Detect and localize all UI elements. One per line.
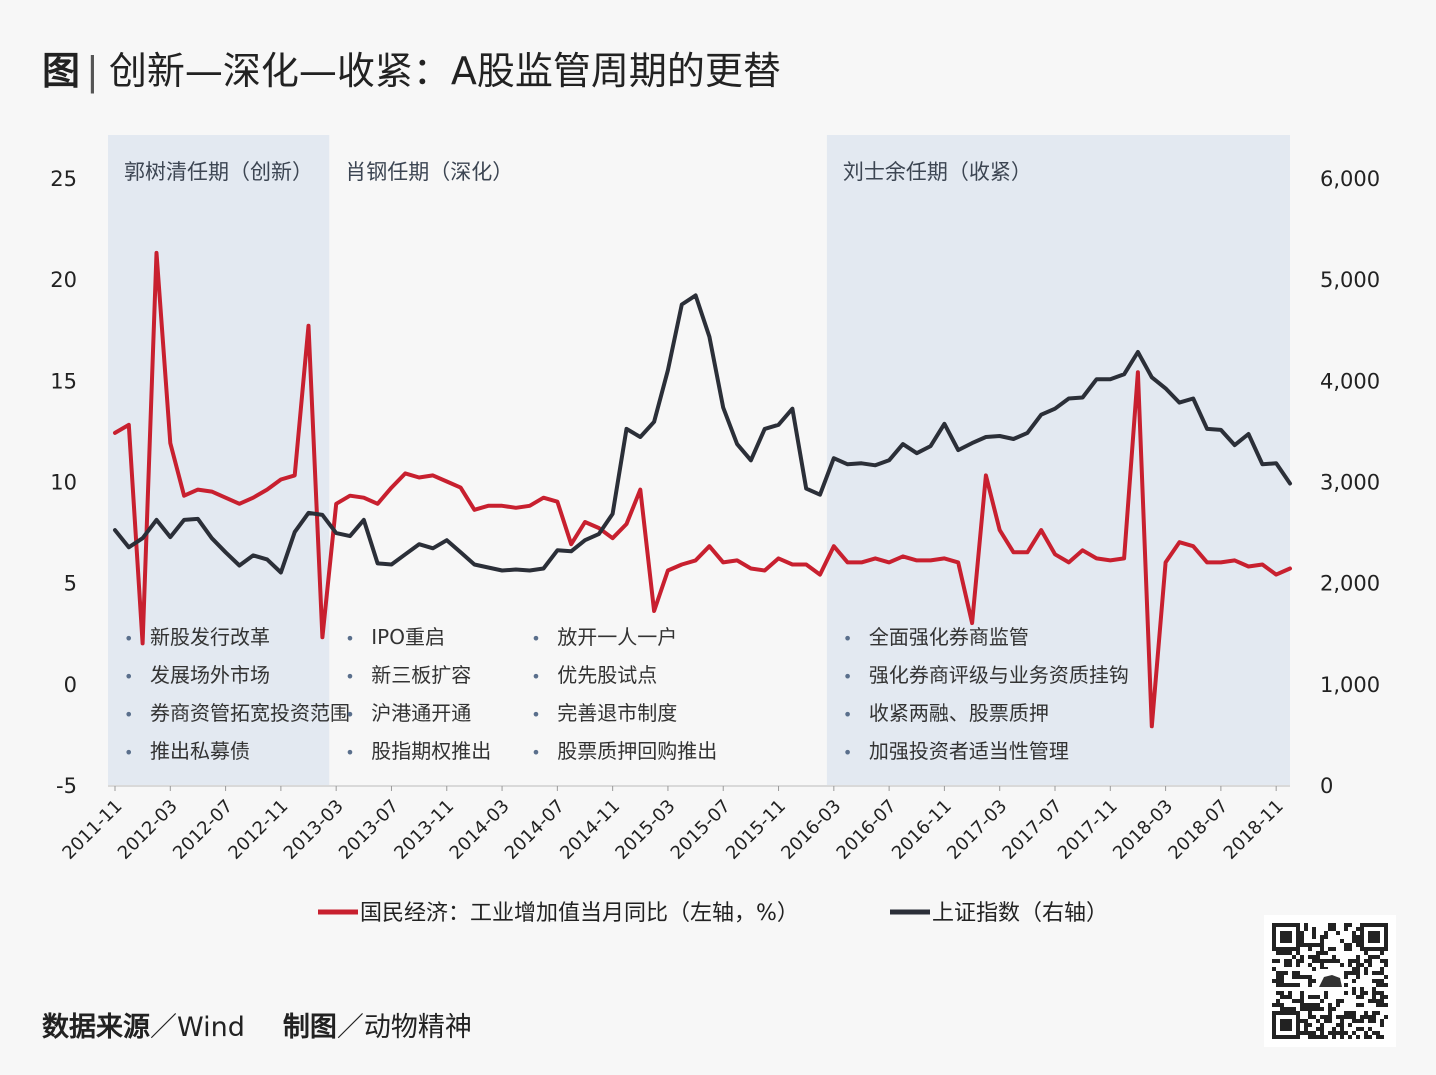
bullet-dot: •	[345, 705, 354, 724]
bullet-dot: •	[345, 629, 354, 648]
page-title: 图 | 创新—深化—收紧：A股监管周期的更替	[42, 40, 781, 95]
x-tick-label: 2015-07	[667, 796, 735, 864]
y-left-tick-label: -5	[56, 774, 77, 798]
bullet-dot: •	[124, 667, 133, 686]
period-shade	[108, 135, 330, 785]
title-text: 创新—深化—收紧：A股监管周期的更替	[108, 49, 781, 93]
period-item: 全面强化券商监管	[869, 625, 1029, 649]
period-item: 券商资管拓宽投资范围	[150, 701, 350, 725]
bullet-dot: •	[124, 743, 133, 762]
y-left-tick-label: 10	[50, 471, 77, 495]
bullet-dot: •	[843, 705, 852, 724]
period-item: 推出私募债	[150, 739, 250, 763]
y-left-tick-label: 25	[50, 167, 77, 191]
x-tick-label: 2017-07	[998, 796, 1066, 864]
period-item: 完善退市制度	[557, 701, 677, 725]
title-separator: |	[86, 49, 99, 93]
source-label: 数据来源	[42, 1012, 150, 1043]
x-tick-label: 2013-11	[390, 796, 458, 864]
period-item: 沪港通开通	[371, 701, 471, 725]
x-tick-label: 2015-03	[611, 796, 679, 864]
period-label: 郭树清任期（创新）	[124, 160, 313, 184]
bullet-dot: •	[345, 667, 354, 686]
period-item: 新三板扩容	[371, 663, 471, 687]
maker-value: ／动物精神	[336, 1012, 472, 1043]
bullet-dot: •	[843, 629, 852, 648]
source-value: ／Wind	[150, 1012, 245, 1043]
x-tick-label: 2011-11	[58, 796, 126, 864]
y-right-tick-label: 3,000	[1320, 471, 1380, 495]
period-item: 新股发行改革	[150, 625, 270, 649]
y-left-tick-label: 20	[50, 268, 77, 292]
x-tick-label: 2018-07	[1164, 796, 1232, 864]
y-left-tick-label: 5	[64, 572, 77, 596]
x-tick-label: 2017-03	[943, 796, 1011, 864]
x-tick-label: 2018-11	[1220, 796, 1288, 864]
x-tick-label: 2014-03	[446, 796, 514, 864]
bullet-dot: •	[843, 667, 852, 686]
series-line-shanghai-index	[113, 293, 1292, 575]
y-right-tick-label: 4,000	[1320, 369, 1380, 393]
series-line-industrial-output	[113, 250, 1292, 729]
period-item: IPO重启	[371, 625, 445, 649]
period-item: 放开一人一户	[557, 625, 677, 649]
y-right-tick-label: 5,000	[1320, 268, 1380, 292]
period-item: 股票质押回购推出	[557, 739, 717, 763]
bullet-dot: •	[345, 743, 354, 762]
x-tick-label: 2012-11	[224, 796, 292, 864]
x-tick-label: 2012-03	[114, 796, 182, 864]
x-tick-label: 2016-07	[833, 796, 901, 864]
period-item: 收紧两融、股票质押	[869, 701, 1049, 725]
title-prefix: 图	[42, 49, 81, 93]
bullet-dot: •	[531, 629, 540, 648]
bullet-dot: •	[531, 743, 540, 762]
y-left-tick-label: 0	[64, 673, 77, 697]
bullet-dot: •	[531, 667, 540, 686]
bullet-dot: •	[124, 705, 133, 724]
x-tick-label: 2013-03	[280, 796, 348, 864]
period-shade	[826, 135, 1290, 785]
period-label: 刘士余任期（收紧）	[843, 160, 1032, 184]
y-right-tick-label: 0	[1320, 774, 1333, 798]
footer-credits: 数据来源／Wind 制图／动物精神	[42, 1005, 472, 1044]
bullet-dot: •	[843, 743, 852, 762]
x-tick-label: 2014-07	[501, 796, 569, 864]
y-right-tick-label: 2,000	[1320, 572, 1380, 596]
period-item: 强化券商评级与业务资质挂钩	[869, 663, 1129, 687]
x-tick-label: 2016-03	[777, 796, 845, 864]
qr-code-icon	[1264, 915, 1396, 1047]
x-tick-label: 2015-11	[722, 796, 790, 864]
x-tick-label: 2014-11	[556, 796, 624, 864]
period-item: 加强投资者适当性管理	[869, 739, 1069, 763]
bullet-dot: •	[124, 629, 133, 648]
x-tick-label: 2017-11	[1054, 796, 1122, 864]
x-tick-label: 2018-03	[1109, 796, 1177, 864]
y-right-tick-label: 6,000	[1320, 167, 1380, 191]
period-item: 股指期权推出	[371, 739, 491, 763]
x-tick-label: 2013-07	[335, 796, 403, 864]
bullet-dot: •	[531, 705, 540, 724]
y-left-tick-label: 15	[50, 369, 77, 393]
period-item: 优先股试点	[557, 663, 657, 687]
legend-label: 国民经济：工业增加值当月同比（左轴，%）	[360, 901, 799, 926]
x-tick-label: 2012-07	[169, 796, 237, 864]
y-right-tick-label: 1,000	[1320, 673, 1380, 697]
x-tick-label: 2016-11	[888, 796, 956, 864]
period-label: 肖钢任期（深化）	[345, 160, 513, 184]
legend-label: 上证指数（右轴）	[932, 901, 1108, 926]
period-item: 发展场外市场	[150, 663, 270, 687]
maker-label: 制图	[282, 1012, 337, 1043]
